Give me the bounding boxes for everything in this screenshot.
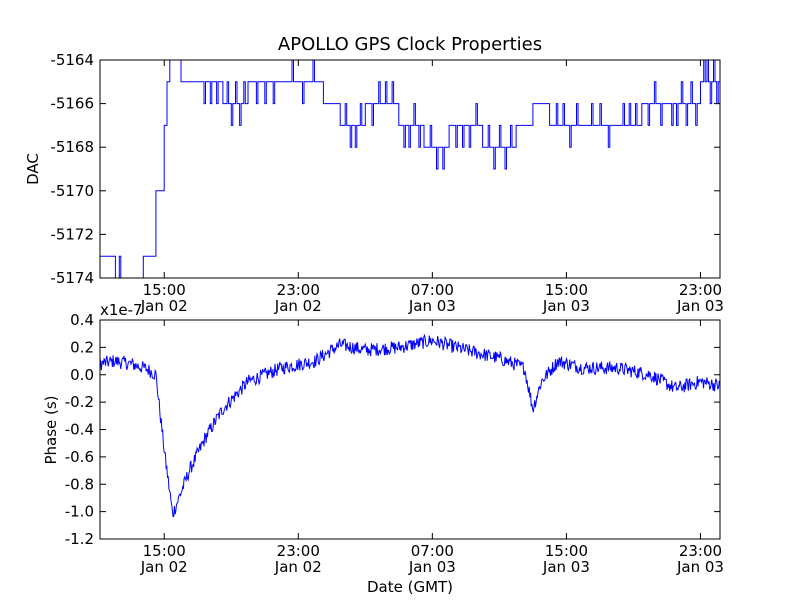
dac-x-tick-date-label: Jan 02 (274, 297, 322, 315)
dac-x-tick-time-label: 15:00 (143, 281, 186, 299)
phase-offset-label: x1e-7 (100, 301, 143, 319)
dac-axes-frame (99, 59, 721, 279)
dac-series-line (100, 59, 721, 279)
phase-x-tick-time-label: 23:00 (679, 542, 722, 560)
dac-y-tick-label: -5168 (50, 138, 94, 156)
phase-series-line (99, 333, 721, 518)
dac-plot-area (100, 60, 720, 278)
phase-y-tick-label: -0.8 (65, 475, 94, 493)
dac-x-tick-time-label: 15:00 (545, 281, 588, 299)
phase-y-tick-label: -0.4 (65, 421, 94, 439)
phase-x-tick-time-label: 07:00 (411, 542, 454, 560)
phase-series-group (99, 333, 721, 518)
dac-y-tick-label: -5172 (50, 225, 94, 243)
phase-x-tick-date-label: Jan 03 (542, 558, 590, 576)
phase-x-tick-date-label: Jan 03 (408, 558, 456, 576)
phase-y-ticks: 0.4 0.2 0.0 -0.2 -0.4 -0.6 -0.8 -1.0 -1.2 (65, 311, 720, 548)
phase-x-tick-date-label: Jan 03 (676, 558, 724, 576)
phase-y-tick-label: -1.2 (65, 530, 94, 548)
dac-x-tick-time-label: 23:00 (679, 281, 722, 299)
phase-x-tick-time-label: 15:00 (545, 542, 588, 560)
phase-y-tick-label: 0.0 (70, 366, 94, 384)
dac-series-group (100, 59, 721, 279)
dac-x-tick-time-label: 23:00 (277, 281, 320, 299)
dac-x-tick-date-label: Jan 03 (676, 297, 724, 315)
dac-panel: -5164-5166-5168-5170-5172-5174 15:00Jan … (24, 51, 724, 315)
chart-title: APOLLO GPS Clock Properties (278, 34, 542, 55)
phase-y-tick-label: -0.6 (65, 448, 94, 466)
dac-y-ticks: -5164 -5166 -5168 -5170 -5172 -5174 (50, 51, 720, 287)
phase-y-axis-label: Phase (s) (42, 395, 60, 464)
dac-y-tick-label: -5166 (50, 95, 94, 113)
x-axis-label: Date (GMT) (367, 578, 453, 596)
dac-y-axis-label: DAC (24, 153, 42, 185)
dac-x-tick-date-label: Jan 03 (542, 297, 590, 315)
dac-y-tick-label: -5170 (50, 182, 94, 200)
phase-y-tick-label: 0.2 (70, 338, 94, 356)
phase-y-tick-label: 0.4 (70, 311, 94, 329)
phase-x-tick-date-label: Jan 02 (274, 558, 322, 576)
dac-y-tick-label: -5164 (50, 51, 94, 69)
phase-x-tick-date-label: Jan 02 (140, 558, 188, 576)
dac-x-tick-date-label: Jan 02 (140, 297, 188, 315)
dac-x-tick-time-label: 07:00 (411, 281, 454, 299)
phase-x-tick-time-label: 15:00 (143, 542, 186, 560)
dac-y-tick-label: -5174 (50, 269, 94, 287)
phase-plot-area (100, 320, 720, 539)
phase-x-tick-time-label: 23:00 (277, 542, 320, 560)
phase-panel: 0.40.20.0-0.2-0.4-0.6-0.8-1.0-1.2 15:00J… (42, 301, 724, 596)
phase-y-tick-label: -1.0 (65, 503, 94, 521)
dac-x-tick-date-label: Jan 03 (408, 297, 456, 315)
phase-y-tick-label: -0.2 (65, 393, 94, 411)
